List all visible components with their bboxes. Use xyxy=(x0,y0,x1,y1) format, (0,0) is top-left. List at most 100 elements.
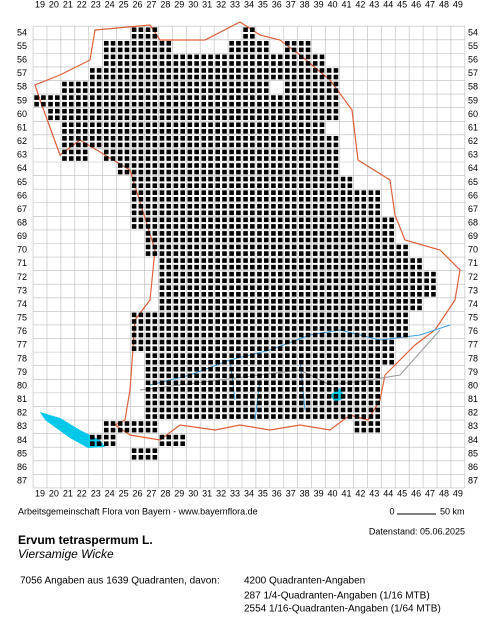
occurrence xyxy=(271,156,276,161)
occurrence xyxy=(173,217,179,223)
occurrence xyxy=(319,115,325,121)
occurrence xyxy=(194,224,199,229)
occurrence xyxy=(145,129,151,134)
occurrence xyxy=(257,149,262,155)
occurrence xyxy=(236,68,241,73)
occurrence xyxy=(305,224,311,229)
occurrence xyxy=(263,339,269,345)
occurrence xyxy=(396,258,402,263)
occurrence xyxy=(333,353,339,358)
occurrence xyxy=(201,74,207,80)
occurrence xyxy=(312,54,318,60)
occurrence xyxy=(243,394,248,399)
occurrence xyxy=(305,101,311,107)
occurrence xyxy=(187,285,193,291)
occurrence xyxy=(263,285,269,291)
occurrence xyxy=(333,136,339,141)
occurrence xyxy=(305,196,311,202)
occurrence xyxy=(312,68,318,73)
row-label: 57 xyxy=(468,68,478,78)
occurrence xyxy=(333,196,339,202)
occurrence xyxy=(347,203,353,209)
occurrence xyxy=(243,101,248,107)
occurrence xyxy=(187,149,193,155)
occurrence xyxy=(347,210,353,216)
occurrence xyxy=(291,101,297,107)
occurrence xyxy=(382,285,388,291)
occurrence xyxy=(180,346,185,351)
occurrence xyxy=(187,136,193,141)
occurrence xyxy=(208,196,213,202)
occurrence xyxy=(180,244,185,250)
occurrence xyxy=(285,231,290,236)
occurrence xyxy=(326,312,332,318)
occurrence xyxy=(263,373,269,379)
occurrence xyxy=(222,190,227,195)
column-label: 23 xyxy=(91,0,101,9)
occurrence xyxy=(291,285,297,291)
occurrence xyxy=(285,251,290,256)
occurrence xyxy=(96,68,102,73)
occurrence xyxy=(110,136,116,141)
occurrence xyxy=(173,264,179,270)
occurrence xyxy=(291,394,297,399)
occurrence xyxy=(257,285,262,291)
occurrence xyxy=(159,258,165,263)
occurrence xyxy=(305,129,311,134)
occurrence xyxy=(361,312,367,318)
occurrence xyxy=(243,54,248,60)
occurrence xyxy=(180,176,185,182)
occurrence xyxy=(396,292,402,297)
occurrence xyxy=(201,122,207,128)
occurrence xyxy=(215,326,220,331)
occurrence xyxy=(236,61,241,66)
occurrence xyxy=(243,353,248,358)
occurrence xyxy=(138,95,144,100)
occurrence xyxy=(152,380,158,386)
occurrence xyxy=(277,244,283,250)
occurrence xyxy=(361,196,367,202)
occurrence xyxy=(159,407,165,413)
occurrence xyxy=(222,387,227,392)
occurrence xyxy=(375,278,381,284)
occurrence xyxy=(305,169,311,175)
occurrence xyxy=(305,271,311,277)
occurrence xyxy=(361,203,367,209)
occurrence xyxy=(201,156,207,161)
occurrence xyxy=(201,61,207,66)
occurrence xyxy=(215,373,220,379)
occurrence xyxy=(263,231,269,236)
occurrence xyxy=(110,115,116,121)
occurrence xyxy=(201,169,207,175)
occurrence xyxy=(236,359,241,365)
occurrence xyxy=(298,332,304,338)
occurrence xyxy=(305,210,311,216)
occurrence xyxy=(152,122,158,128)
occurrence xyxy=(361,353,367,358)
occurrence xyxy=(187,387,193,392)
occurrence xyxy=(208,122,213,128)
occurrence xyxy=(145,312,151,318)
occurrence xyxy=(145,332,151,338)
occurrence xyxy=(159,88,165,93)
occurrence xyxy=(187,407,193,413)
occurrence xyxy=(403,326,408,331)
occurrence xyxy=(222,196,227,202)
occurrence xyxy=(222,353,227,358)
occurrence xyxy=(298,285,304,291)
occurrence xyxy=(257,40,262,46)
occurrence xyxy=(138,122,144,128)
occurrence xyxy=(326,217,332,223)
occurrence xyxy=(305,387,311,392)
occurrence xyxy=(201,149,207,155)
occurrence xyxy=(396,251,402,256)
occurrence xyxy=(229,271,234,277)
occurrence xyxy=(326,156,332,161)
occurrence xyxy=(173,299,179,304)
occurrence xyxy=(263,224,269,229)
occurrence xyxy=(159,74,165,80)
occurrence xyxy=(298,264,304,270)
occurrence xyxy=(215,217,220,223)
occurrence xyxy=(298,142,304,148)
occurrence xyxy=(257,332,262,338)
